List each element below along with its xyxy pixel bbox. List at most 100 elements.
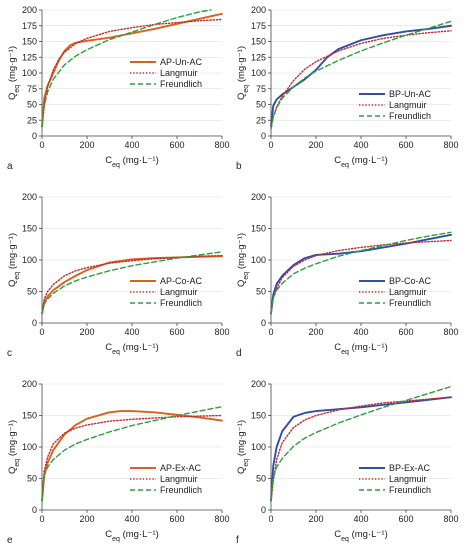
x-tick-label: 400 bbox=[124, 327, 139, 337]
panel-letter: e bbox=[7, 535, 13, 546]
x-tick-label: 600 bbox=[398, 514, 413, 524]
series-line-2 bbox=[41, 18, 223, 128]
y-tick-label: 200 bbox=[22, 192, 37, 202]
legend-label: Langmuir bbox=[160, 474, 198, 484]
series-line-2 bbox=[270, 30, 452, 128]
legend-label: Langmuir bbox=[389, 100, 427, 110]
x-tick-label: 600 bbox=[169, 327, 184, 337]
y-tick-label: 100 bbox=[22, 442, 37, 452]
panel-f: 0 50 100 150 200 0 200 400 600 800 Ceq (mg·L⁻¹) Qeq… bbox=[236, 379, 459, 546]
x-tick-label: 0 bbox=[268, 140, 273, 150]
series-line-1 bbox=[270, 396, 452, 502]
y-tick-label: 150 bbox=[22, 37, 37, 47]
series-line-3 bbox=[270, 20, 452, 131]
legend-label: Freundlich bbox=[389, 111, 431, 121]
series-line-3 bbox=[270, 231, 452, 315]
x-tick-label: 0 bbox=[268, 514, 273, 524]
y-tick-label: 200 bbox=[251, 379, 266, 389]
y-axis-title: Qeq (mg·g⁻¹) bbox=[7, 233, 21, 287]
y-tick-label: 150 bbox=[22, 224, 37, 234]
legend-label: Freundlich bbox=[389, 485, 431, 495]
x-tick-label: 800 bbox=[443, 514, 458, 524]
legend-label: Freundlich bbox=[160, 79, 202, 89]
y-tick-label: 0 bbox=[261, 131, 266, 141]
y-tick-label: 175 bbox=[251, 21, 266, 31]
legend-label: Freundlich bbox=[389, 298, 431, 308]
panel-letter: d bbox=[236, 348, 242, 359]
y-tick-label: 0 bbox=[261, 318, 266, 328]
y-tick-label: 0 bbox=[32, 318, 37, 328]
panel-letter: f bbox=[236, 535, 239, 546]
legend-label: Langmuir bbox=[160, 287, 198, 297]
series-line-1 bbox=[270, 24, 452, 128]
legend-label: BP-Ex-AC bbox=[389, 463, 431, 473]
y-tick-label: 100 bbox=[22, 255, 37, 265]
x-axis-title: Ceq (mg·L⁻¹) bbox=[105, 342, 158, 356]
legend-label: Freundlich bbox=[160, 298, 202, 308]
y-tick-label: 50 bbox=[27, 287, 37, 297]
legend-label: Langmuir bbox=[389, 287, 427, 297]
y-tick-label: 100 bbox=[251, 442, 266, 452]
x-tick-label: 600 bbox=[398, 327, 413, 337]
y-tick-label: 200 bbox=[251, 192, 266, 202]
legend-label: Langmuir bbox=[389, 474, 427, 484]
x-tick-label: 0 bbox=[268, 327, 273, 337]
legend-label: AP-Ex-AC bbox=[160, 463, 202, 473]
series-line-2 bbox=[270, 396, 452, 502]
y-tick-label: 50 bbox=[256, 100, 266, 110]
y-tick-label: 50 bbox=[27, 100, 37, 110]
y-tick-label: 125 bbox=[251, 52, 266, 62]
legend-label: AP-Co-AC bbox=[160, 276, 203, 286]
legend-label: BP-Un-AC bbox=[389, 89, 432, 99]
x-tick-label: 400 bbox=[353, 514, 368, 524]
series-line-2 bbox=[270, 239, 452, 315]
x-tick-label: 600 bbox=[169, 140, 184, 150]
x-axis-title: Ceq (mg·L⁻¹) bbox=[334, 529, 387, 543]
x-tick-label: 200 bbox=[308, 140, 323, 150]
y-tick-label: 50 bbox=[27, 474, 37, 484]
y-tick-label: 100 bbox=[251, 255, 266, 265]
series-line-2 bbox=[41, 414, 223, 502]
series-line-1 bbox=[41, 410, 223, 502]
panel-letter: b bbox=[236, 161, 242, 172]
y-tick-label: 100 bbox=[251, 68, 266, 78]
series-line-3 bbox=[41, 405, 223, 502]
legend-label: Langmuir bbox=[160, 68, 198, 78]
series-line-3 bbox=[41, 9, 212, 128]
y-axis-title: Qeq (mg·g⁻¹) bbox=[7, 420, 21, 474]
x-tick-label: 0 bbox=[39, 140, 44, 150]
x-tick-label: 600 bbox=[169, 514, 184, 524]
panel-letter: c bbox=[7, 348, 12, 359]
legend-label: Freundlich bbox=[160, 485, 202, 495]
panel-letter: a bbox=[7, 161, 13, 172]
y-tick-label: 175 bbox=[22, 21, 37, 31]
x-tick-label: 800 bbox=[443, 327, 458, 337]
y-tick-label: 200 bbox=[22, 5, 37, 15]
y-axis-title: Qeq (mg·g⁻¹) bbox=[236, 46, 250, 100]
y-tick-label: 150 bbox=[251, 411, 266, 421]
x-tick-label: 200 bbox=[308, 514, 323, 524]
series-line-3 bbox=[270, 385, 452, 502]
x-tick-label: 400 bbox=[353, 140, 368, 150]
y-tick-label: 125 bbox=[22, 52, 37, 62]
panel-d: 0 50 100 150 200 0 200 400 600 800 Ceq (mg·L⁻¹) Qeq… bbox=[236, 192, 459, 359]
x-tick-label: 400 bbox=[353, 327, 368, 337]
x-tick-label: 800 bbox=[214, 327, 229, 337]
legend-label: AP-Un-AC bbox=[160, 57, 203, 67]
y-tick-label: 200 bbox=[251, 5, 266, 15]
x-axis-title: Ceq (mg·L⁻¹) bbox=[334, 342, 387, 356]
y-tick-label: 100 bbox=[22, 68, 37, 78]
x-tick-label: 800 bbox=[214, 140, 229, 150]
y-tick-label: 25 bbox=[27, 115, 37, 125]
y-tick-label: 0 bbox=[32, 131, 37, 141]
y-tick-label: 75 bbox=[27, 84, 37, 94]
y-tick-label: 50 bbox=[256, 287, 266, 297]
x-axis-title: Ceq (mg·L⁻¹) bbox=[105, 529, 158, 543]
y-tick-label: 25 bbox=[256, 115, 266, 125]
